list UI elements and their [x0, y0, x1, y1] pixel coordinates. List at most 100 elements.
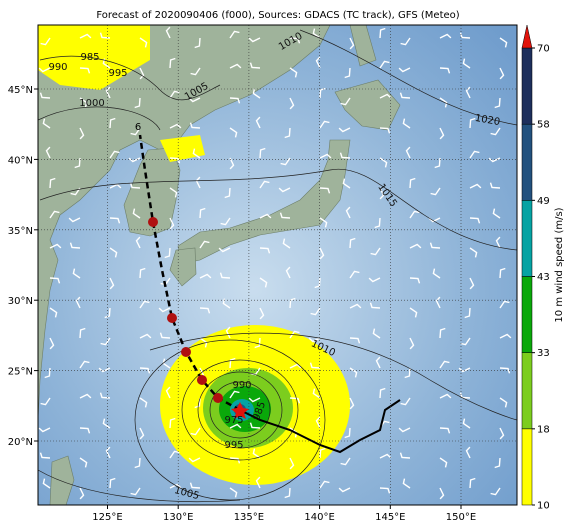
wind-barb [289, 457, 295, 470]
wind-barb [169, 57, 176, 69]
isobar-label: 990 [232, 380, 251, 391]
wind-barb [169, 417, 176, 429]
wind-barb [249, 422, 261, 429]
wind-barb [165, 386, 171, 399]
wind-barb [229, 423, 242, 429]
wind-barb [109, 477, 116, 489]
wind-barb [312, 28, 321, 39]
wind-barb [319, 247, 325, 260]
wind-barb [428, 217, 441, 223]
x-tick-label: 125°E [92, 512, 122, 523]
wind-barb [229, 457, 241, 464]
wind-barb [225, 326, 231, 339]
wind-barb [494, 97, 501, 109]
wind-barb [469, 277, 475, 290]
wind-barb [494, 457, 501, 469]
wind-barb [289, 67, 298, 78]
wind-barb [278, 187, 291, 193]
wind-barb [139, 333, 152, 339]
wind-barb [439, 327, 446, 339]
wind-barb [75, 296, 81, 309]
wind-barb [282, 238, 291, 249]
wind-barb [409, 337, 415, 350]
colorbar-tick-label: 10 [537, 501, 550, 512]
wind-barb [400, 397, 411, 406]
isobar-label: 995 [224, 440, 243, 451]
wind-barb [255, 476, 261, 489]
graticule [38, 25, 517, 505]
wind-barb [49, 243, 62, 249]
wind-barb [79, 127, 85, 140]
wind-barb [338, 127, 351, 133]
y-tick-label: 20°N [8, 437, 33, 448]
wind-barb [79, 33, 92, 39]
x-tick-label: 145°E [375, 512, 405, 523]
wind-barb [252, 88, 261, 99]
wind-barb [74, 157, 81, 169]
wind-barb [398, 67, 411, 73]
x-tick-label: 130°E [163, 512, 193, 523]
wind-barb [439, 360, 450, 369]
wind-barb [190, 67, 201, 76]
wind-barb [280, 157, 291, 166]
wind-barb [439, 97, 448, 108]
wind-barb [49, 307, 58, 318]
wind-barb [169, 123, 182, 129]
wind-barb [349, 397, 355, 410]
wind-barb [499, 427, 505, 440]
wind-barb [379, 487, 391, 494]
wind-barb [499, 300, 510, 309]
wind-barb [139, 37, 148, 48]
wind-barb [105, 86, 111, 99]
wind-barb [130, 127, 141, 136]
isobar-label: 990 [48, 62, 67, 73]
wind-barb [379, 453, 392, 459]
wind-barb [349, 337, 361, 344]
wind-barb [40, 37, 51, 46]
wind-barb [49, 210, 60, 219]
storm-symbol: 6 [135, 122, 141, 133]
wind-barb [49, 337, 55, 350]
wind-barb [439, 127, 445, 140]
wind-barb [109, 247, 118, 258]
wind-barb [345, 206, 351, 219]
wind-barb [194, 397, 201, 409]
colorbar-tick-label: 70 [537, 44, 550, 55]
wind-barb [400, 37, 411, 46]
wind-barb [492, 208, 501, 219]
wind-barb [254, 337, 261, 349]
y-tick-label: 30°N [8, 296, 33, 307]
wind-barb [462, 418, 471, 429]
wind-barb [315, 416, 321, 429]
wind-barb [499, 333, 512, 339]
wind-barb [465, 86, 471, 99]
wind-barb [44, 367, 51, 379]
wind-barb [72, 268, 81, 279]
colorbar-extension [521, 24, 533, 49]
wind-barb [259, 307, 265, 320]
wind-barb [42, 478, 51, 489]
wind-barb [469, 117, 476, 129]
wind-barb [439, 487, 445, 500]
x-tick-label: 135°E [234, 512, 264, 523]
colorbar-segment [521, 276, 533, 353]
wind-barb [39, 452, 51, 459]
wind-barb [375, 356, 381, 369]
wind-barb [409, 277, 421, 284]
wind-barb [398, 427, 411, 433]
wind-barb [79, 487, 85, 500]
wind-barb [79, 457, 88, 468]
wind-barb [130, 487, 141, 496]
wind-barb [340, 457, 351, 466]
wind-barb [372, 328, 381, 339]
wind-barb [344, 427, 351, 439]
title: Forecast of 2020090406 (f000), Sources: … [96, 10, 459, 21]
wind-barb [379, 187, 385, 200]
wind-barb [458, 367, 471, 373]
wind-barb [255, 116, 261, 129]
isobar-label: 1020 [474, 113, 501, 128]
wind-barb [402, 118, 411, 129]
wind-barb [109, 217, 121, 224]
colorbar-label: 10 m wind speed (m/s) [554, 207, 565, 322]
wind-barb [369, 302, 381, 309]
